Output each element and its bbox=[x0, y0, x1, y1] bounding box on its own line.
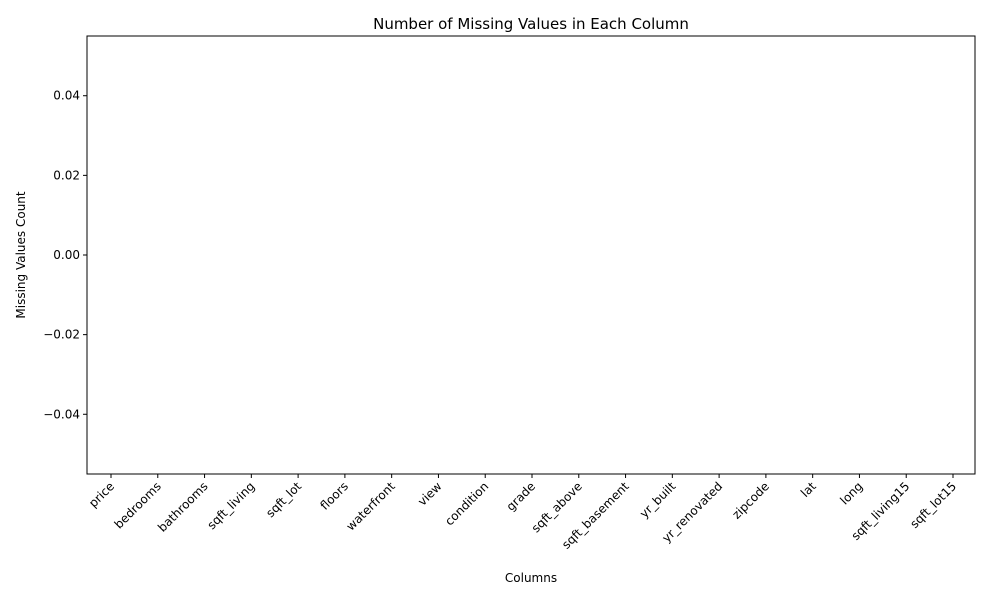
x-tick-label: condition bbox=[442, 479, 491, 528]
y-tick-label: 0.02 bbox=[53, 168, 80, 182]
x-tick-label: sqft_lot15 bbox=[907, 479, 959, 531]
y-tick-label: 0.00 bbox=[53, 248, 80, 262]
y-tick-label: 0.04 bbox=[53, 89, 80, 103]
x-tick-label: grade bbox=[504, 479, 539, 514]
x-tick-label: long bbox=[837, 479, 865, 507]
y-tick-label: −0.04 bbox=[43, 407, 80, 421]
x-tick-label: view bbox=[415, 479, 445, 509]
chart-title: Number of Missing Values in Each Column bbox=[373, 15, 689, 33]
x-tick-label: yr_built bbox=[637, 479, 679, 521]
y-tick-label: −0.02 bbox=[43, 328, 80, 342]
x-tick-label: waterfront bbox=[344, 479, 398, 533]
y-axis-label: Missing Values Count bbox=[14, 191, 28, 319]
x-tick-label: sqft_lot bbox=[263, 479, 304, 520]
x-axis-label: Columns bbox=[505, 571, 557, 585]
x-tick-label: floors bbox=[317, 479, 351, 513]
x-tick-label: zipcode bbox=[729, 479, 772, 522]
x-tick-label: sqft_living bbox=[204, 479, 257, 532]
x-tick-label: bathrooms bbox=[155, 479, 211, 535]
plot-frame bbox=[86, 35, 976, 475]
x-tick-label: price bbox=[86, 479, 117, 510]
x-tick-label: lat bbox=[798, 479, 819, 500]
